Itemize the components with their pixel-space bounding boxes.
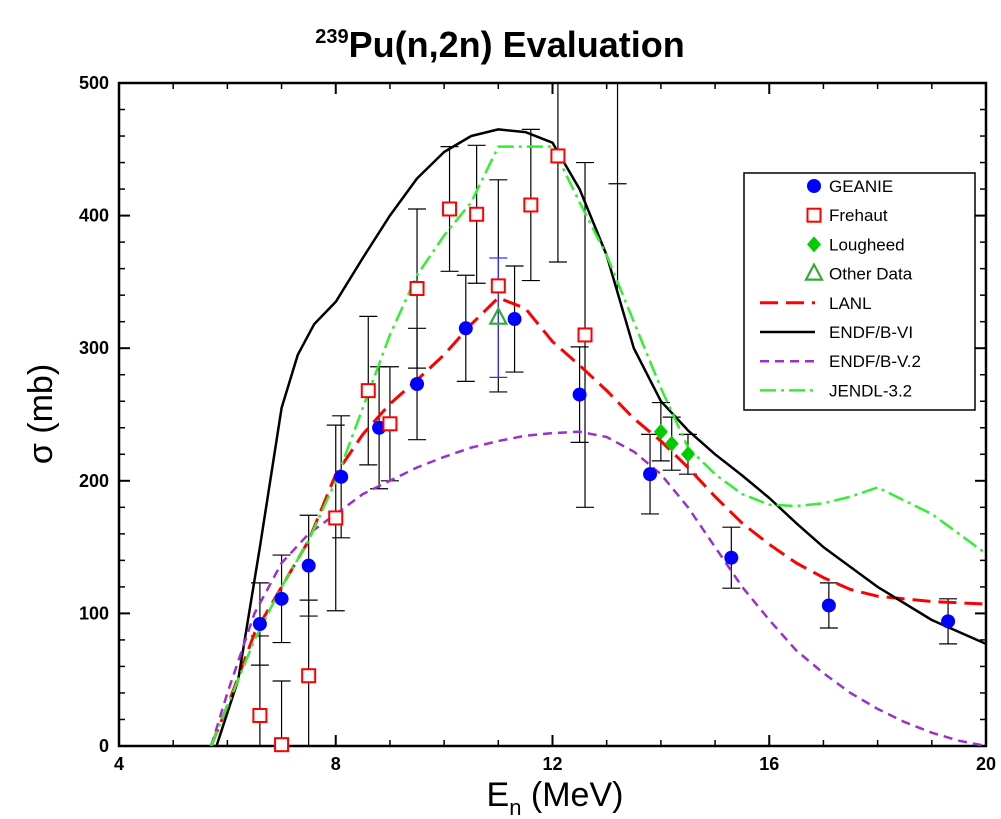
- point-geanie: [507, 312, 522, 327]
- point-frehaut: [382, 416, 398, 432]
- legend-label-endf-b-vi: ENDF/B-VI: [829, 323, 913, 342]
- y-tick-label: 0: [99, 736, 109, 756]
- point-geanie: [458, 321, 473, 336]
- point-lougheed: [653, 423, 668, 440]
- curve-jendl-3-2: [209, 145, 986, 746]
- curve-endf-b-vi: [215, 128, 986, 746]
- model-curves: [209, 128, 986, 746]
- point-frehaut: [360, 383, 376, 399]
- point-geanie: [410, 377, 425, 392]
- point-frehaut: [328, 510, 344, 526]
- legend-label-geanie: GEANIE: [829, 177, 893, 196]
- point-frehaut: [301, 668, 317, 684]
- point-frehaut: [577, 327, 593, 343]
- point-frehaut: [274, 737, 290, 753]
- point-frehaut: [490, 278, 506, 294]
- x-tick-label: 20: [976, 754, 996, 774]
- point-other-data: [488, 306, 509, 325]
- point-frehaut: [469, 206, 485, 222]
- point-frehaut: [550, 148, 566, 164]
- data-markers: [252, 148, 956, 753]
- point-lougheed: [664, 435, 679, 452]
- y-tick-label: 300: [79, 338, 109, 358]
- x-tick-label: 16: [759, 754, 779, 774]
- curve-lanl: [209, 296, 986, 746]
- point-frehaut: [252, 708, 268, 724]
- legend-marker-other-data: [804, 262, 824, 281]
- y-axis-label: σ (mb): [22, 364, 60, 464]
- legend-label-endf-b-v-2: ENDF/B-V.2: [829, 352, 921, 371]
- point-lougheed: [680, 446, 695, 463]
- point-frehaut: [523, 197, 539, 213]
- title-main: Pu(n,2n) Evaluation: [349, 24, 685, 65]
- x-label-rest: (MeV): [521, 776, 623, 814]
- legend-label-lougheed: Lougheed: [829, 235, 905, 254]
- title-superscript: 239: [315, 26, 348, 48]
- x-tick-label: 12: [542, 754, 562, 774]
- point-geanie: [643, 467, 658, 482]
- y-tick-label: 400: [79, 206, 109, 226]
- legend-label-jendl-3-2: JENDL-3.2: [829, 381, 912, 400]
- legend-label-lanl: LANL: [829, 294, 872, 313]
- legend: GEANIE Frehaut Lougheed Other Data LANL ENDF/…: [743, 172, 976, 411]
- point-geanie: [274, 591, 289, 606]
- chart-title: 239Pu(n,2n) Evaluation: [315, 24, 684, 65]
- point-geanie: [252, 617, 267, 632]
- x-label-main: E: [487, 776, 510, 814]
- x-tick-label: 8: [331, 754, 341, 774]
- x-label-subscript: n: [509, 795, 521, 819]
- point-frehaut: [442, 201, 458, 217]
- y-tick-label: 500: [79, 73, 109, 93]
- point-geanie: [334, 469, 349, 484]
- point-geanie: [572, 387, 587, 402]
- point-geanie: [724, 550, 739, 565]
- curve-endf-b-v-2: [209, 430, 986, 746]
- legend-box: [743, 172, 976, 411]
- legend-label-frehaut: Frehaut: [829, 206, 888, 225]
- point-frehaut: [409, 281, 425, 297]
- legend-marker-geanie: [807, 179, 821, 193]
- point-geanie: [821, 598, 836, 613]
- y-tick-label: 200: [79, 471, 109, 491]
- legend-marker-lougheed: [807, 236, 821, 253]
- x-tick-label: 4: [114, 754, 124, 774]
- legend-marker-frehaut: [806, 207, 822, 223]
- point-geanie: [301, 558, 316, 573]
- y-tick-label: 100: [79, 603, 109, 623]
- point-geanie: [941, 614, 956, 629]
- legend-label-other-data: Other Data: [829, 265, 913, 284]
- x-axis-label: En (MeV): [487, 776, 624, 819]
